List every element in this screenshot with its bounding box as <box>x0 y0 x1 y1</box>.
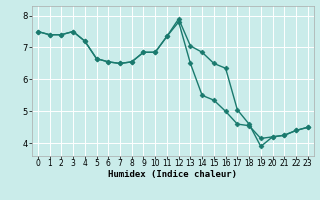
X-axis label: Humidex (Indice chaleur): Humidex (Indice chaleur) <box>108 170 237 179</box>
